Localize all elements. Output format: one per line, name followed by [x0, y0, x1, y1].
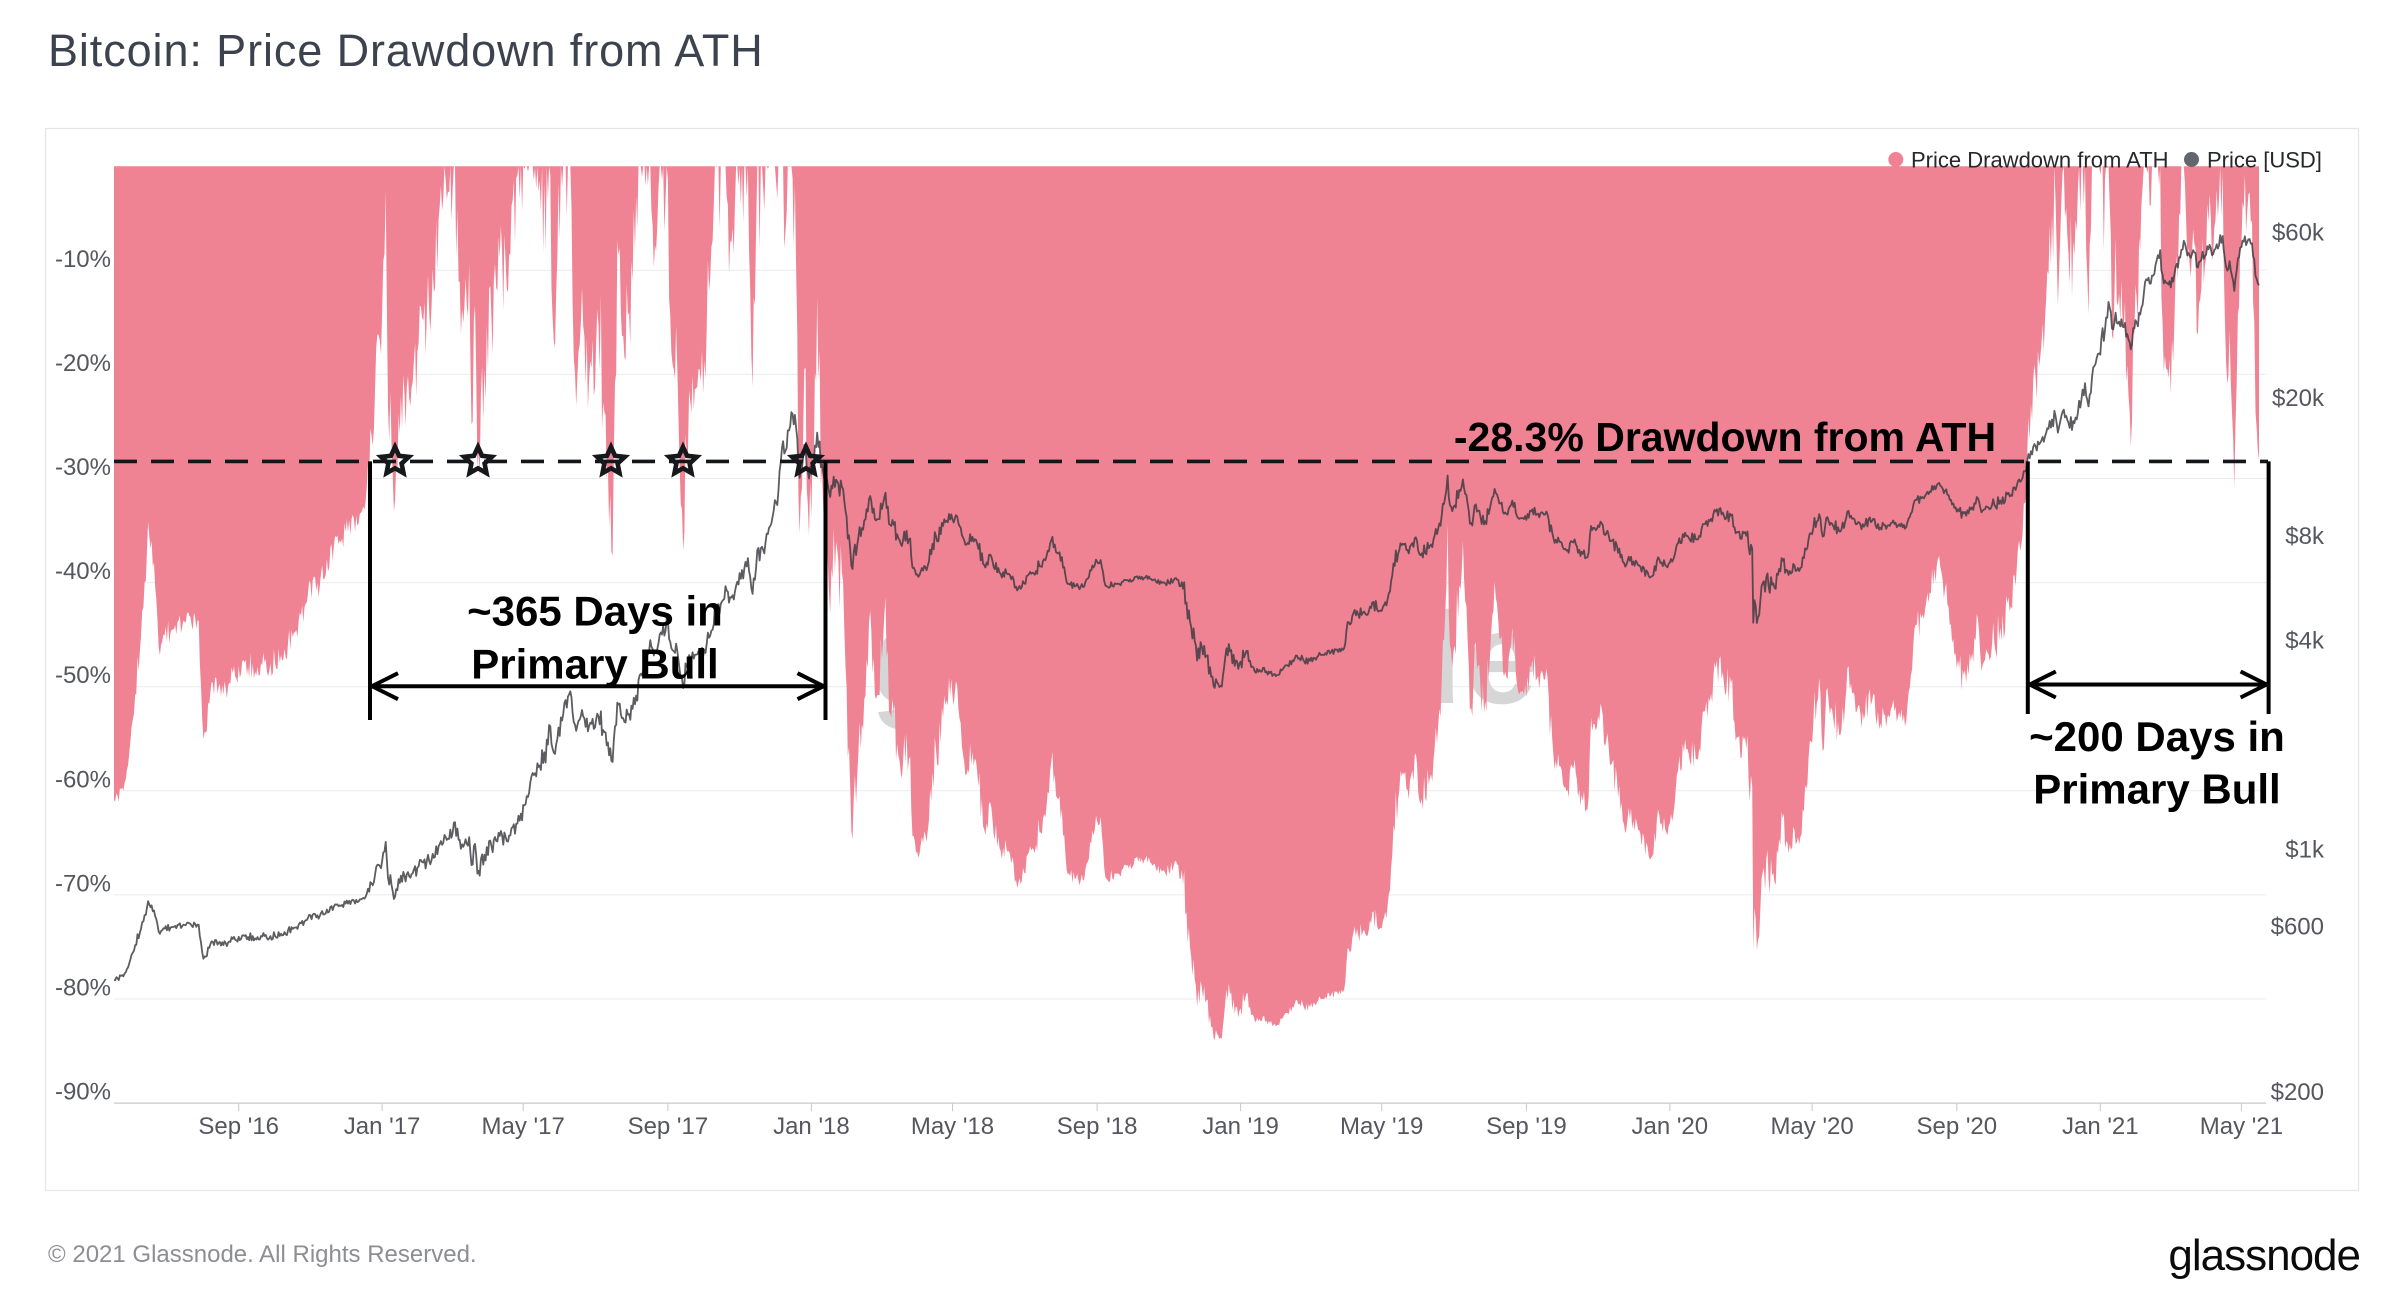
svg-text:-10%: -10%: [55, 246, 111, 273]
svg-text:$600: $600: [2271, 914, 2324, 941]
svg-text:$20k: $20k: [2272, 385, 2325, 412]
svg-text:$200: $200: [2271, 1079, 2324, 1106]
svg-text:$60k: $60k: [2272, 219, 2325, 246]
svg-text:May '21: May '21: [2200, 1113, 2283, 1140]
svg-text:-20%: -20%: [55, 350, 111, 377]
svg-text:$4k: $4k: [2285, 628, 2325, 655]
svg-text:May '19: May '19: [1340, 1113, 1423, 1140]
svg-text:Jan '17: Jan '17: [344, 1113, 421, 1140]
svg-text:Primary Bull: Primary Bull: [471, 641, 718, 688]
svg-text:glassnode: glassnode: [2168, 1231, 2360, 1280]
svg-text:-30%: -30%: [55, 454, 111, 481]
svg-text:Bitcoin: Price Drawdown from A: Bitcoin: Price Drawdown from ATH: [48, 25, 764, 76]
svg-text:May '20: May '20: [1770, 1113, 1853, 1140]
svg-text:© 2021 Glassnode. All Rights R: © 2021 Glassnode. All Rights Reserved.: [48, 1241, 477, 1268]
svg-text:~365 Days in: ~365 Days in: [467, 587, 723, 634]
svg-text:~200 Days in: ~200 Days in: [2029, 713, 2285, 760]
svg-text:Primary Bull: Primary Bull: [2033, 765, 2280, 812]
svg-text:May '18: May '18: [911, 1113, 994, 1140]
svg-text:Jan '21: Jan '21: [2062, 1113, 2139, 1140]
svg-text:Sep '16: Sep '16: [198, 1113, 279, 1140]
svg-text:$8k: $8k: [2285, 523, 2325, 550]
svg-text:$1k: $1k: [2285, 837, 2325, 864]
svg-text:-40%: -40%: [55, 558, 111, 585]
svg-text:-90%: -90%: [55, 1079, 111, 1106]
svg-text:-70%: -70%: [55, 870, 111, 897]
svg-text:Sep '19: Sep '19: [1486, 1113, 1567, 1140]
svg-text:-28.3% Drawdown from ATH: -28.3% Drawdown from ATH: [1454, 414, 1996, 460]
svg-text:Price Drawdown from ATH: Price Drawdown from ATH: [1911, 148, 2169, 173]
svg-text:Sep '18: Sep '18: [1057, 1113, 1138, 1140]
svg-text:Sep '17: Sep '17: [628, 1113, 709, 1140]
svg-text:-60%: -60%: [55, 766, 111, 793]
svg-text:Jan '18: Jan '18: [773, 1113, 850, 1140]
svg-text:Jan '20: Jan '20: [1631, 1113, 1708, 1140]
svg-text:May '17: May '17: [482, 1113, 565, 1140]
svg-text:Jan '19: Jan '19: [1202, 1113, 1279, 1140]
svg-text:-50%: -50%: [55, 662, 111, 689]
svg-text:Sep '20: Sep '20: [1916, 1113, 1997, 1140]
svg-text:Price [USD]: Price [USD]: [2207, 148, 2322, 173]
svg-text:-80%: -80%: [55, 975, 111, 1002]
